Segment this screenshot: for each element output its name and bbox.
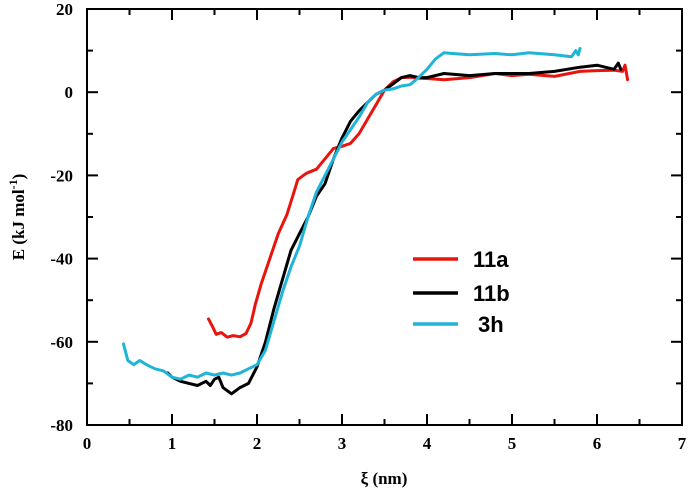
y-tick-label: -20 [50, 166, 73, 185]
y-axis-label-superscript: -1 [6, 179, 20, 189]
series-line-3h [122, 47, 582, 381]
series-line-11b [166, 61, 623, 396]
y-axis-label-main: E (kJ mol [9, 189, 28, 260]
x-tick-label: 2 [253, 434, 262, 453]
y-tick-label: -80 [50, 416, 73, 435]
x-tick-label: 0 [83, 434, 92, 453]
y-tick-label: 20 [56, 0, 73, 19]
legend-label-3h: 3h [478, 312, 504, 337]
y-tick-label: 0 [65, 83, 74, 102]
legend: 11a 11b 3h [413, 247, 510, 337]
legend-label-11b: 11b [473, 281, 510, 306]
x-axis-label: ξ (nm) [361, 469, 408, 488]
legend-label-11a: 11a [473, 247, 509, 272]
series-line-11a [207, 63, 630, 339]
series-layer [122, 47, 630, 396]
y-axis-label: E (kJ mol-1) [6, 174, 28, 261]
y-tick-label: -40 [50, 250, 73, 269]
y-axis-label-close: ) [9, 174, 28, 180]
y-tick-label: -60 [50, 333, 73, 352]
axis-tick-labels: 0 1 2 3 4 5 6 7 -80 -60 -40 -20 0 20 [50, 0, 686, 453]
x-tick-label: 3 [338, 434, 347, 453]
x-tick-label: 6 [593, 434, 602, 453]
x-tick-label: 5 [508, 434, 517, 453]
x-tick-label: 4 [423, 434, 432, 453]
x-tick-label: 7 [678, 434, 687, 453]
x-tick-label: 1 [168, 434, 177, 453]
axis-ticks [86, 8, 683, 426]
